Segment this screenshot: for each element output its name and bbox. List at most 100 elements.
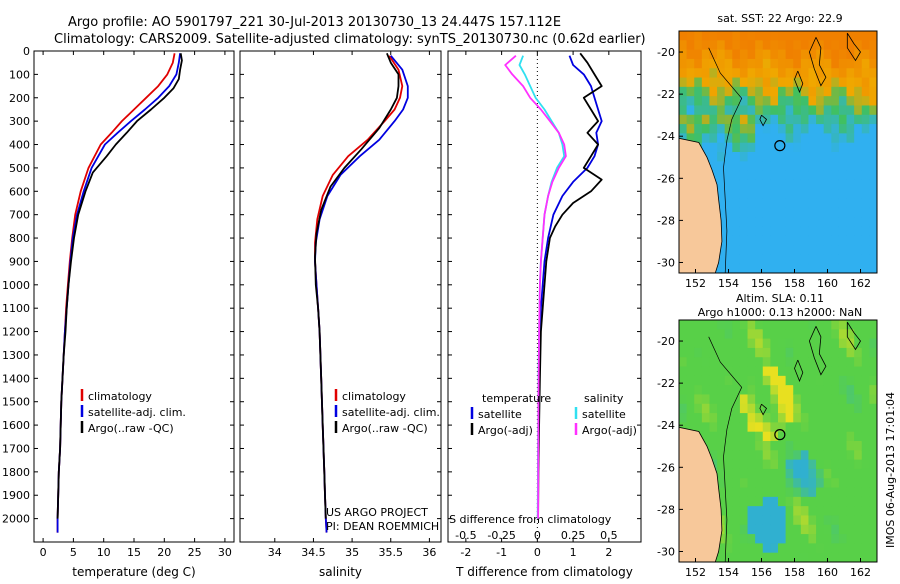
map-cell — [717, 105, 726, 116]
map-cell — [800, 245, 810, 255]
map-cell — [808, 96, 817, 107]
map-cell — [686, 422, 695, 433]
map-cell — [800, 49, 810, 60]
map-cell — [869, 403, 877, 414]
map-cell — [823, 543, 832, 554]
map-cell — [816, 152, 825, 162]
land-mass — [679, 137, 723, 273]
map-cell — [823, 77, 832, 88]
map-cell — [793, 534, 802, 544]
map-cell — [816, 245, 825, 255]
map-cell — [770, 487, 779, 498]
map-cell — [717, 366, 726, 377]
map-cell — [762, 189, 771, 200]
map-cell — [869, 422, 877, 433]
y-tick-label: 1500 — [2, 396, 30, 409]
map-cell — [816, 254, 825, 265]
map-cell — [724, 450, 733, 461]
map-cell — [694, 329, 703, 340]
map-cell — [869, 86, 877, 97]
map-cell — [846, 506, 855, 517]
map-cell — [854, 179, 863, 190]
map-cell — [747, 422, 756, 433]
map-cell — [861, 468, 870, 479]
map-cell — [854, 478, 863, 489]
map-cell — [747, 524, 756, 535]
map-cell — [755, 152, 764, 162]
map-cell — [800, 114, 810, 125]
y-tick-label: -22 — [657, 377, 675, 390]
series-line — [56, 53, 183, 519]
map-cell — [816, 543, 825, 554]
map-cell — [778, 245, 787, 255]
map-cell — [793, 31, 802, 41]
map-cell — [717, 263, 726, 273]
map-cell — [861, 487, 870, 498]
map-cell — [816, 468, 825, 479]
map-cell — [838, 68, 848, 79]
reef-contour — [759, 403, 768, 416]
map-cell — [823, 506, 832, 517]
map-cell — [701, 77, 711, 88]
map-cell — [846, 142, 855, 153]
legend-label: climatology — [342, 390, 406, 403]
map-cell — [793, 496, 802, 507]
x-tick-label: 15 — [127, 546, 141, 559]
map-cell — [816, 68, 825, 79]
map-cell — [793, 124, 802, 134]
map-cell — [808, 105, 817, 116]
map-cell — [838, 207, 848, 218]
map-cell — [694, 124, 703, 134]
map-cell — [808, 86, 817, 97]
map-cell — [861, 515, 870, 526]
map-cell — [793, 320, 802, 330]
map-cell — [793, 86, 802, 97]
map-cell — [686, 394, 695, 405]
map-cell — [861, 413, 870, 423]
map-cell — [679, 422, 688, 433]
map-cell — [717, 320, 726, 330]
map-cell — [816, 170, 825, 181]
map-cell — [831, 114, 840, 125]
map-cell — [762, 86, 771, 97]
map-cell — [709, 49, 718, 60]
map-cell — [709, 431, 718, 442]
map-cell — [778, 58, 787, 69]
map-cell — [717, 403, 726, 414]
map-cell — [838, 357, 848, 368]
map-cell — [770, 375, 779, 386]
map-cell — [724, 515, 733, 526]
map-cell — [816, 235, 825, 246]
map-cell — [747, 77, 756, 88]
map-cell — [816, 124, 825, 134]
map-cell — [739, 49, 749, 60]
map-cell — [747, 152, 756, 162]
map-cell — [747, 543, 756, 554]
reef-contour — [846, 32, 861, 62]
map-cell — [785, 357, 794, 368]
map-cell — [732, 366, 741, 377]
map-cell — [747, 226, 756, 237]
map-cell — [831, 179, 840, 190]
map-cell — [686, 105, 695, 116]
map-cell — [785, 487, 794, 498]
map-cell — [717, 534, 726, 544]
map-cell — [778, 422, 787, 433]
map-cell — [846, 189, 855, 200]
map-cell — [732, 142, 741, 153]
map-cell — [785, 179, 794, 190]
map-cell — [823, 385, 832, 396]
map-cell — [808, 124, 817, 134]
map-cell — [793, 77, 802, 88]
map-cell — [808, 68, 817, 79]
map-cell — [717, 96, 726, 107]
map-cell — [838, 403, 848, 414]
map-cell — [838, 385, 848, 396]
map-cell — [808, 524, 817, 535]
map-cell — [762, 58, 771, 69]
map-cell — [838, 552, 848, 562]
map-cell — [785, 217, 794, 228]
map-cell — [854, 263, 863, 273]
map-cell — [846, 468, 855, 479]
map-cell — [770, 543, 779, 554]
